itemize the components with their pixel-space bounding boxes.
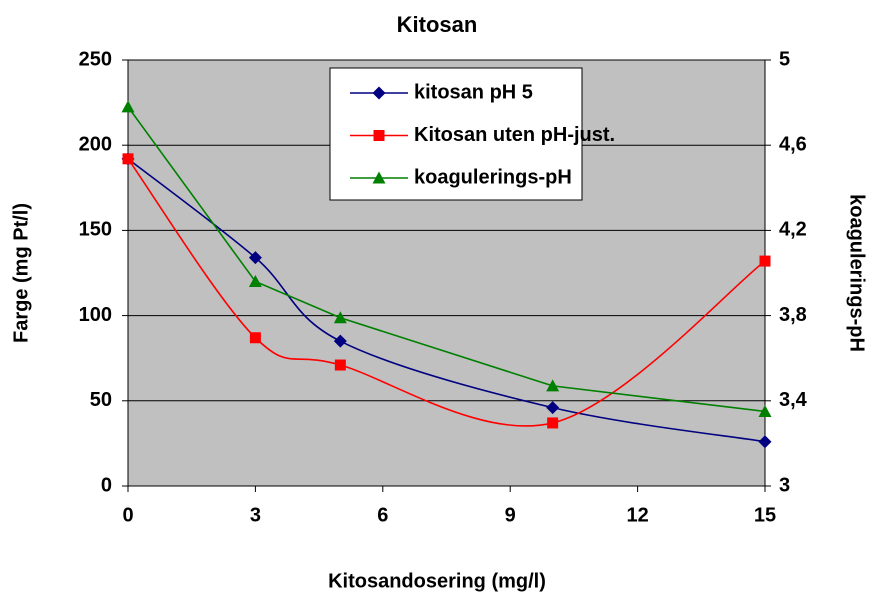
x-tick-label: 15 <box>754 504 776 526</box>
x-tick-label: 12 <box>626 504 648 526</box>
y-tick-label: 200 <box>79 133 112 155</box>
marker <box>122 153 134 165</box>
x-tick-label: 6 <box>377 504 388 526</box>
marker <box>546 401 560 415</box>
marker <box>373 130 385 141</box>
marker <box>372 171 386 184</box>
x-tick-label: 0 <box>122 504 133 526</box>
y-tick-label: 150 <box>79 219 112 241</box>
marker <box>334 359 346 371</box>
x-axis-label: Kitosandosering (mg/l) <box>328 570 546 592</box>
y2-tick-label: 3,8 <box>779 304 807 326</box>
y2-tick-label: 3 <box>779 474 790 496</box>
marker <box>759 255 771 267</box>
marker <box>547 417 559 429</box>
marker <box>758 404 772 417</box>
x-tick-label: 9 <box>505 504 516 526</box>
marker <box>248 275 262 288</box>
marker <box>248 251 262 265</box>
marker <box>333 334 347 348</box>
legend-label: kitosan pH 5 <box>414 81 533 103</box>
y2-tick-label: 4,2 <box>779 219 807 241</box>
y-axis-label: Farge (mg Pt/l) <box>10 203 32 343</box>
marker <box>546 379 560 392</box>
legend-label: Kitosan uten pH-just. <box>414 124 615 146</box>
y-tick-label: 100 <box>79 304 112 326</box>
marker <box>249 332 261 344</box>
marker <box>758 435 772 449</box>
series-line <box>127 158 766 443</box>
legend-label: koagulerings-pH <box>414 166 572 188</box>
y2-tick-label: 3,4 <box>779 389 808 411</box>
y2-tick-label: 4,6 <box>779 133 807 155</box>
series-line <box>127 158 766 427</box>
y-tick-label: 250 <box>79 48 112 70</box>
y-tick-label: 0 <box>101 474 112 496</box>
marker <box>121 100 135 113</box>
y2-axis-label: koagulerings-pH <box>846 194 868 352</box>
x-tick-label: 3 <box>250 504 261 526</box>
marker <box>372 86 386 100</box>
marker <box>333 311 347 324</box>
chart-title: Kitosan <box>397 12 478 37</box>
y-tick-label: 50 <box>90 389 112 411</box>
y2-tick-label: 5 <box>779 48 790 70</box>
